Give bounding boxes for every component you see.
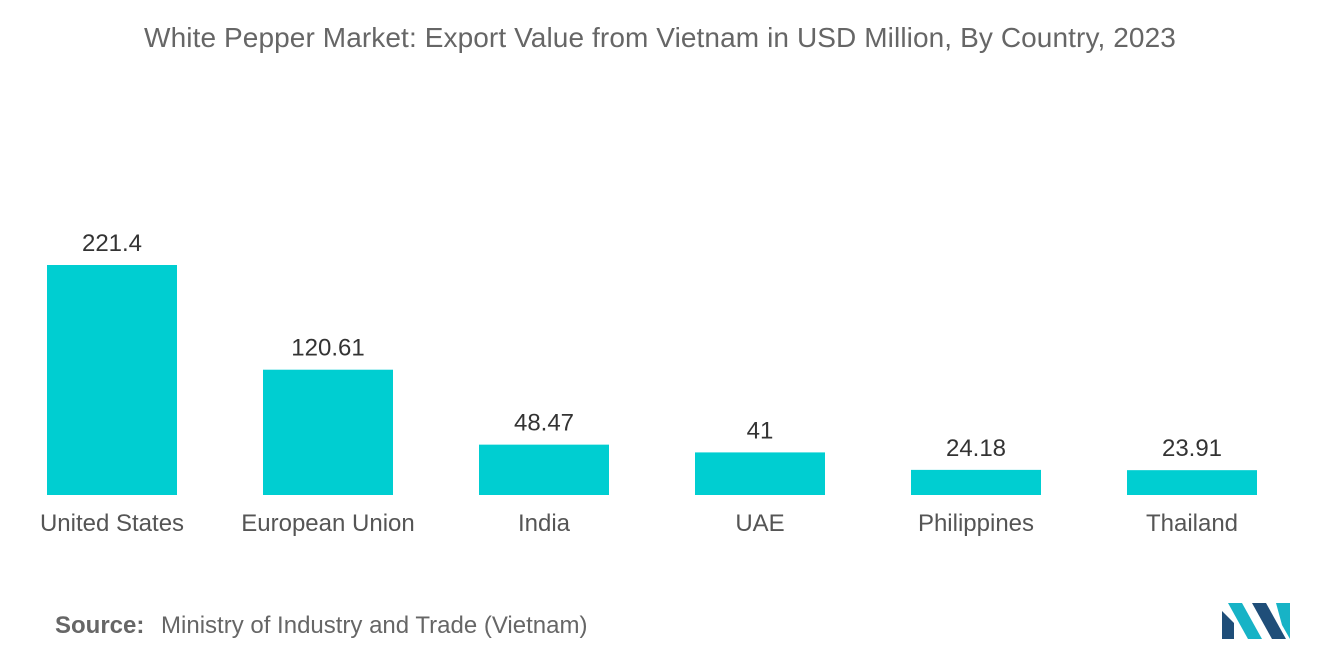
category-label: Philippines — [918, 510, 1034, 537]
data-label: 48.47 — [514, 410, 574, 437]
data-label: 41 — [747, 417, 774, 444]
source-label: Source: — [55, 612, 145, 639]
data-label: 24.18 — [946, 435, 1006, 462]
chart-title: White Pepper Market: Export Value from V… — [144, 22, 1176, 53]
bar-uae — [695, 452, 825, 495]
bar-united-states — [47, 265, 177, 495]
bar-india — [479, 444, 609, 495]
category-label: European Union — [241, 510, 414, 537]
bar-european-union — [263, 369, 393, 495]
bar-philippines — [911, 469, 1041, 495]
source-note: Source: Ministry of Industry and Trade (… — [55, 612, 587, 640]
category-label: India — [518, 510, 571, 537]
category-label: UAE — [735, 510, 784, 537]
source-text: Ministry of Industry and Trade (Vietnam) — [161, 612, 588, 639]
data-label: 120.61 — [291, 335, 364, 362]
bar-thailand — [1127, 470, 1257, 495]
data-label: 221.4 — [82, 230, 142, 257]
mordor-intelligence-logo-icon — [1222, 603, 1290, 639]
category-label: Thailand — [1146, 510, 1238, 537]
category-label: United States — [40, 510, 184, 537]
data-label: 23.91 — [1162, 435, 1222, 462]
